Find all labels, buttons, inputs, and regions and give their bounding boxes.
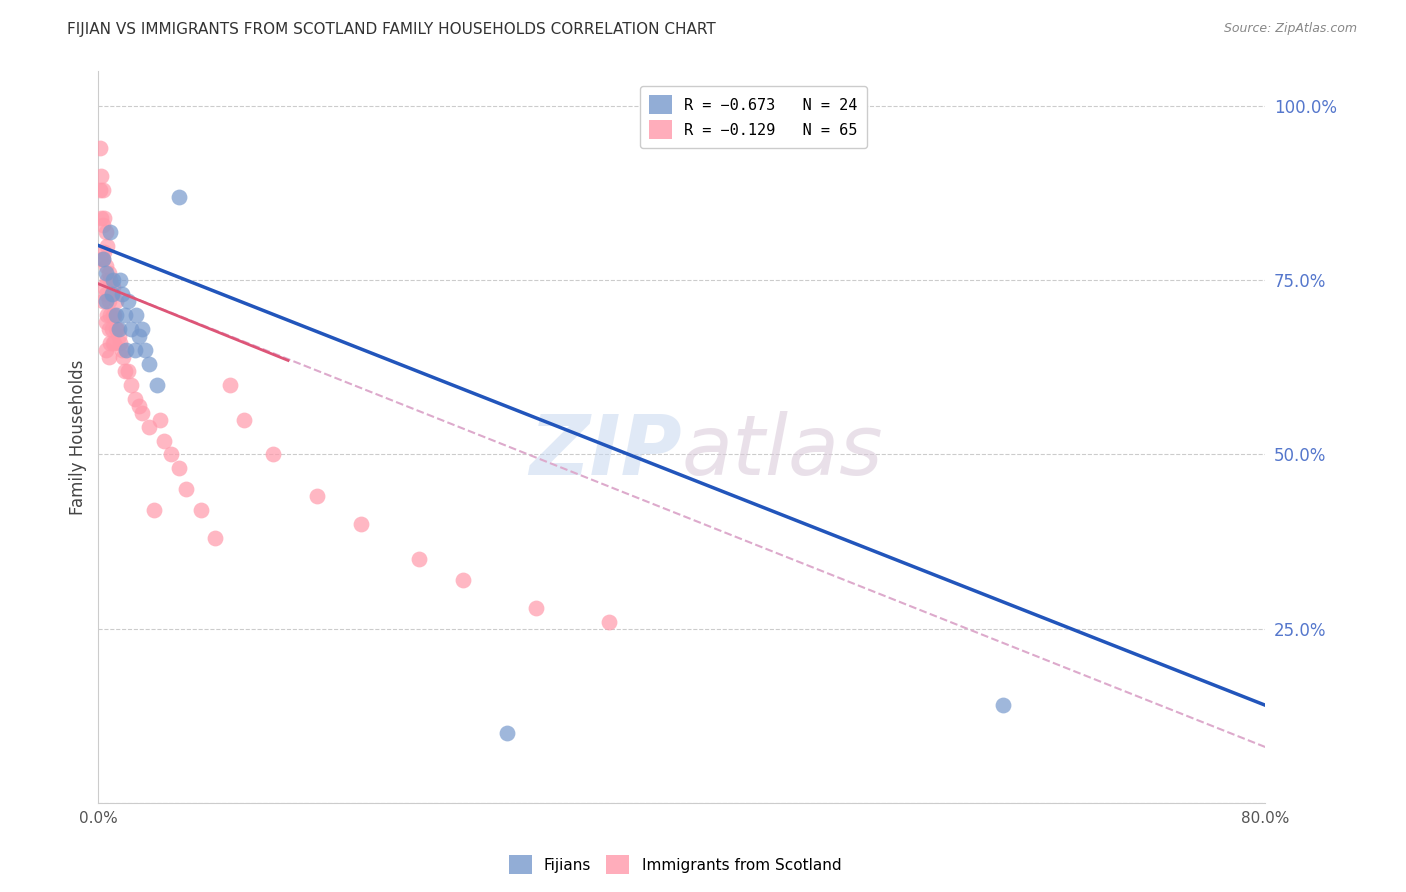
Point [91, 294, 114, 309]
Point [149, 412, 172, 426]
Point [101, 308, 124, 322]
Point [91, 183, 114, 197]
Point [96, 308, 118, 322]
Point [115, 343, 138, 357]
Point [91, 252, 114, 267]
Point [128, 329, 150, 343]
Point [104, 322, 127, 336]
Point [94, 315, 117, 329]
Point [524, 600, 547, 615]
Point [93, 211, 115, 225]
Point [96, 238, 118, 252]
Point [124, 343, 146, 357]
Point [167, 190, 190, 204]
Point [94, 294, 117, 309]
Text: ZIP: ZIP [529, 411, 682, 492]
Point [120, 377, 142, 392]
Point [204, 531, 226, 545]
Point [262, 448, 284, 462]
Point [98, 273, 121, 287]
Point [101, 336, 124, 351]
Point [108, 322, 131, 336]
Point [134, 343, 156, 357]
Point [120, 322, 142, 336]
Point [90, 169, 112, 183]
Point [89, 141, 111, 155]
Point [991, 698, 1014, 713]
Point [112, 350, 135, 364]
Legend: R = −0.673   N = 24, R = −0.129   N = 65: R = −0.673 N = 24, R = −0.129 N = 65 [640, 87, 868, 148]
Point [307, 489, 329, 503]
Point [408, 552, 430, 566]
Point [111, 287, 134, 301]
Point [174, 483, 197, 497]
Point [105, 322, 128, 336]
Point [104, 308, 127, 322]
Point [495, 726, 517, 740]
Point [100, 322, 122, 336]
Point [350, 517, 373, 532]
Point [101, 280, 124, 294]
Point [90, 211, 112, 225]
Point [94, 225, 117, 239]
Point [94, 266, 117, 280]
Point [98, 225, 121, 239]
Point [94, 260, 117, 274]
Point [131, 322, 153, 336]
Text: FIJIAN VS IMMIGRANTS FROM SCOTLAND FAMILY HOUSEHOLDS CORRELATION CHART: FIJIAN VS IMMIGRANTS FROM SCOTLAND FAMIL… [67, 22, 716, 37]
Point [91, 218, 114, 232]
Point [94, 287, 117, 301]
Point [101, 273, 124, 287]
Point [117, 294, 139, 309]
Point [114, 308, 136, 322]
Point [138, 357, 160, 371]
Point [103, 336, 125, 351]
Point [142, 503, 165, 517]
Point [108, 329, 131, 343]
Point [146, 377, 169, 392]
Point [131, 406, 153, 420]
Point [91, 252, 114, 267]
Point [138, 419, 160, 434]
Point [103, 308, 125, 322]
Point [190, 503, 212, 517]
Point [111, 343, 134, 357]
Point [90, 252, 112, 267]
Point [89, 183, 111, 197]
Point [124, 392, 146, 406]
Point [97, 294, 120, 309]
Point [93, 245, 115, 260]
Point [233, 412, 256, 426]
Point [94, 343, 117, 357]
Point [160, 448, 183, 462]
Point [93, 280, 115, 294]
Point [96, 273, 118, 287]
Point [218, 377, 240, 392]
Point [100, 287, 122, 301]
Point [125, 308, 148, 322]
Text: Source: ZipAtlas.com: Source: ZipAtlas.com [1223, 22, 1357, 36]
Point [98, 308, 121, 322]
Point [110, 273, 132, 287]
Point [98, 336, 121, 351]
Point [97, 266, 120, 280]
Point [153, 434, 176, 448]
Point [117, 364, 139, 378]
Text: atlas: atlas [682, 411, 883, 492]
Point [167, 461, 190, 475]
Point [451, 573, 474, 587]
Point [114, 364, 136, 378]
Point [104, 294, 127, 309]
Point [100, 287, 122, 301]
Point [97, 322, 120, 336]
Point [128, 399, 150, 413]
Legend: Fijians, Immigrants from Scotland: Fijians, Immigrants from Scotland [502, 849, 848, 880]
Point [97, 350, 120, 364]
Y-axis label: Family Households: Family Households [69, 359, 87, 515]
Point [110, 336, 132, 351]
Point [598, 615, 620, 629]
